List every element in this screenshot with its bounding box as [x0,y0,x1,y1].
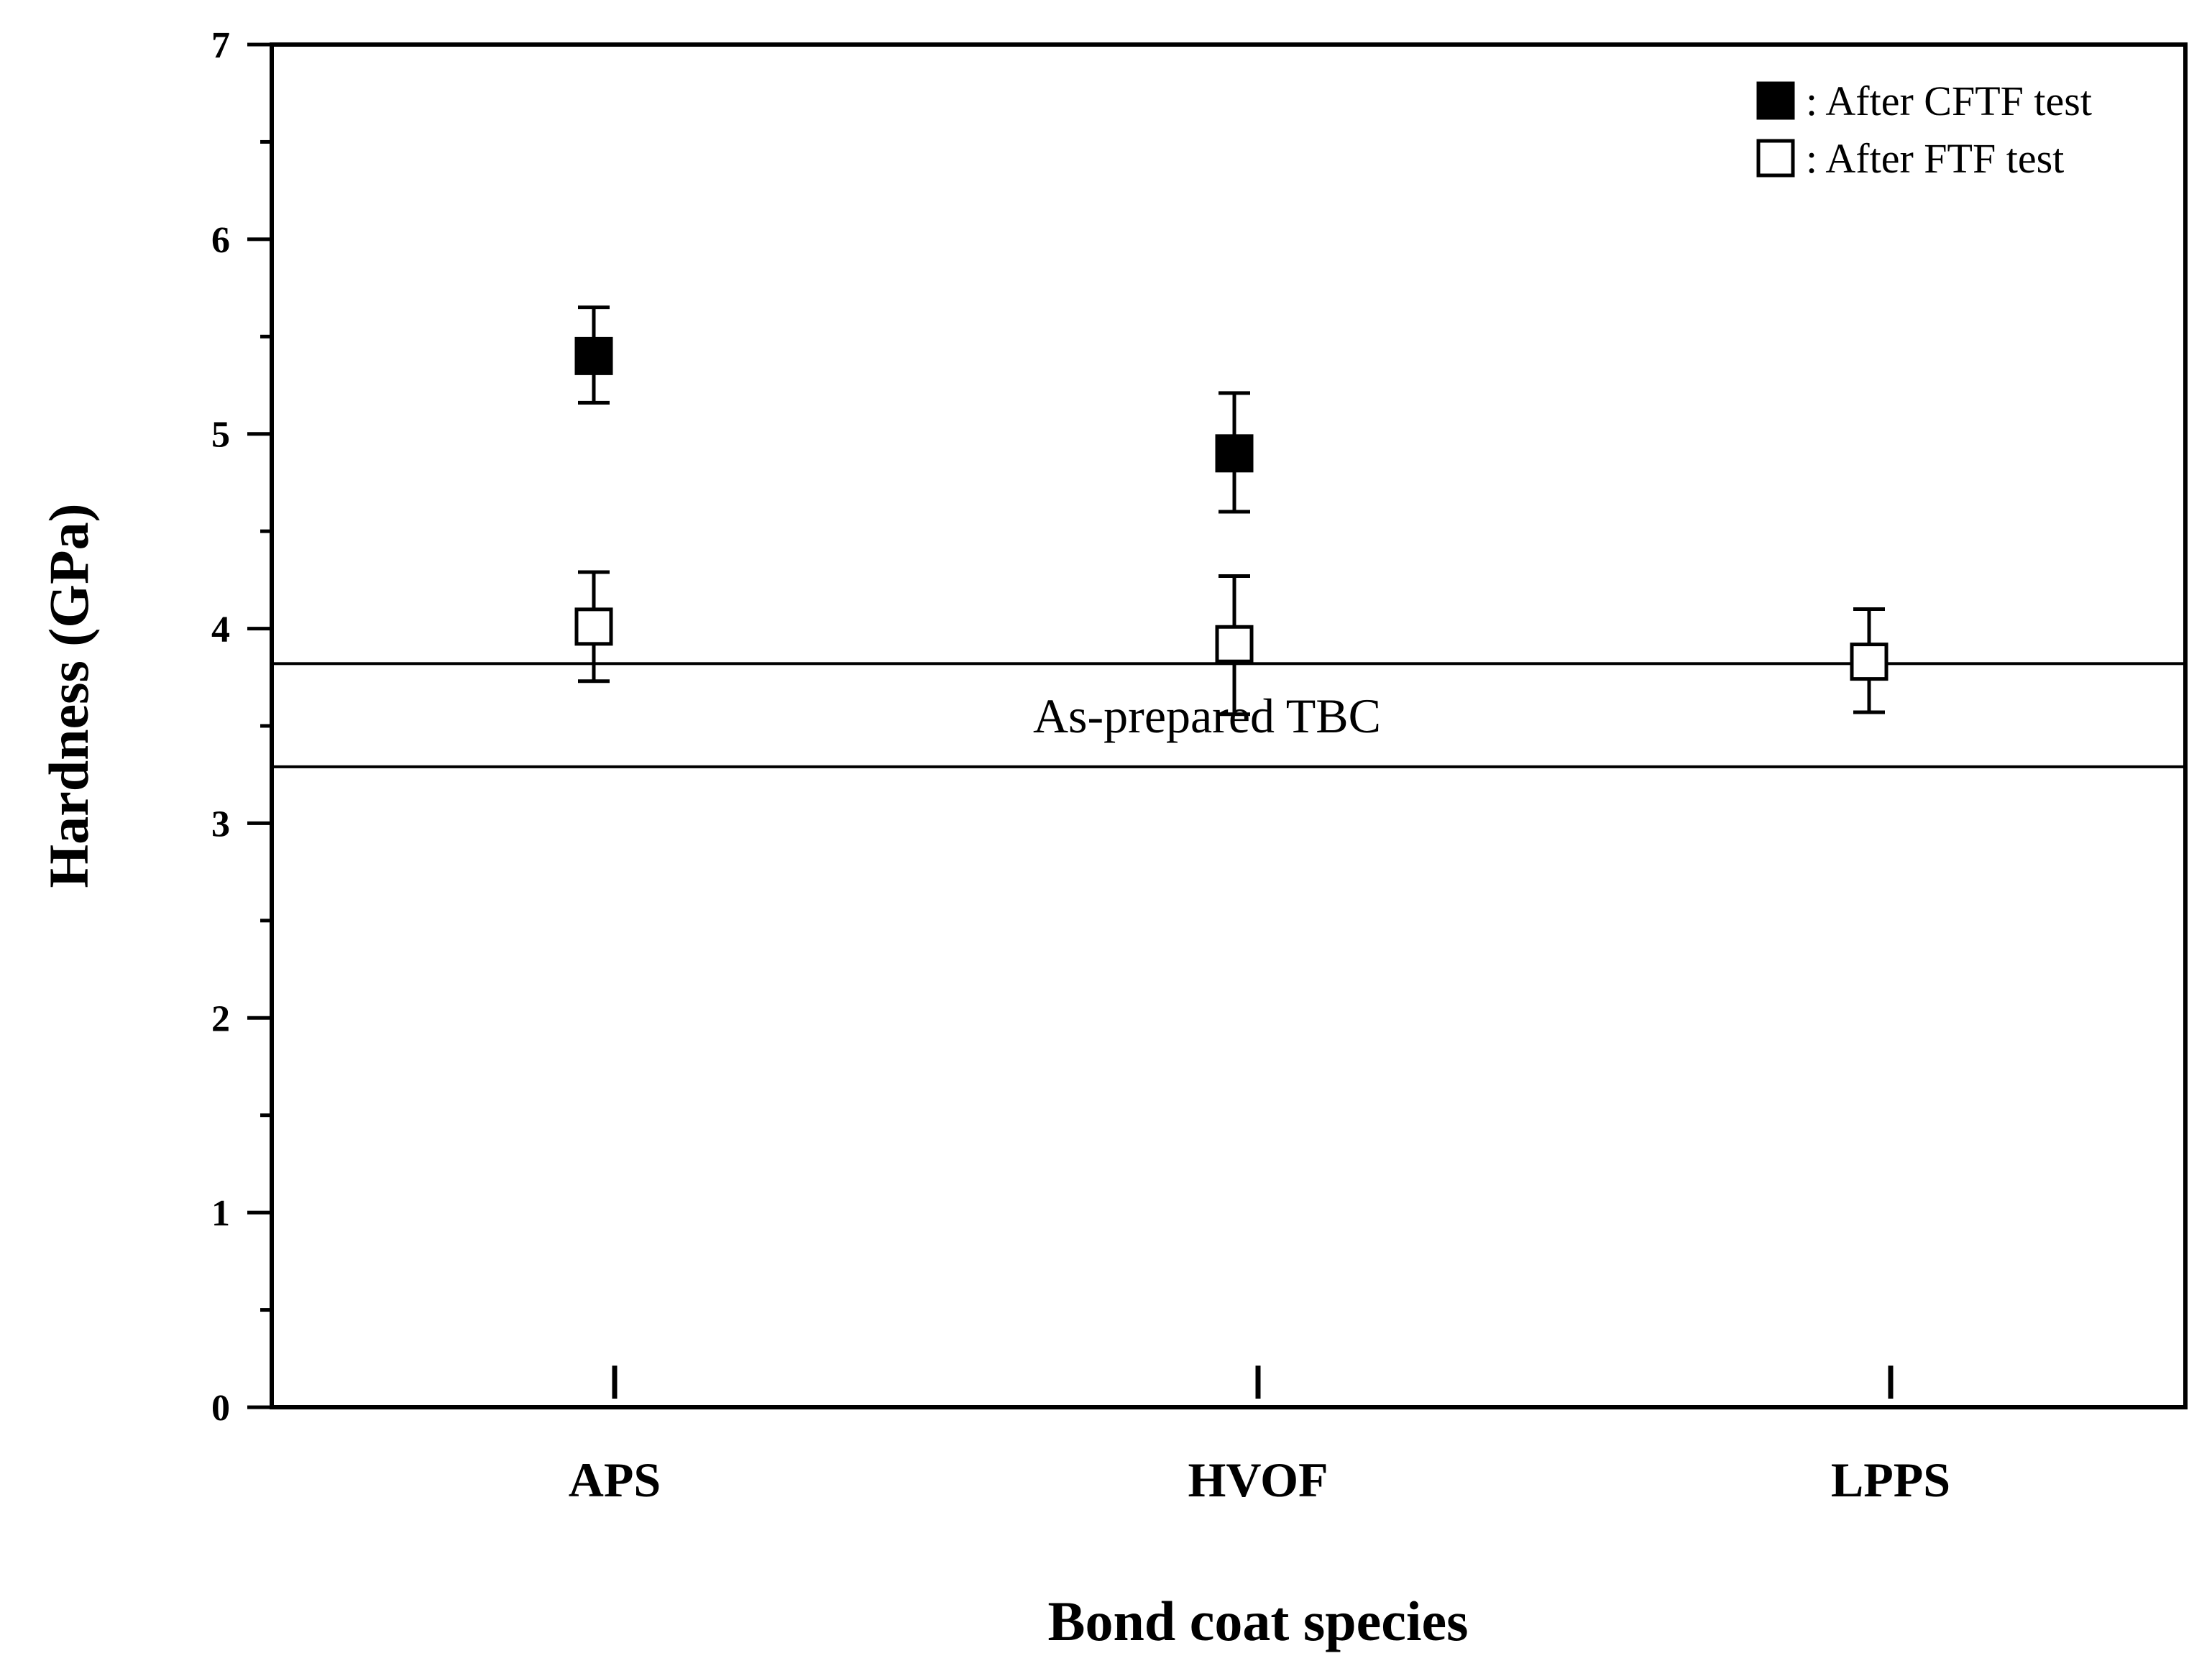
ftf-marker-aps [574,607,613,646]
y-tick-label: 2 [211,998,230,1039]
x-category-label: LPPS [1831,1453,1950,1507]
reference-band-label: As-prepared TBC [1033,689,1381,743]
y-tick-label: 1 [211,1193,230,1234]
cftf-marker-aps [574,336,613,375]
y-tick-label: 5 [211,415,230,456]
x-category-label: APS [569,1453,661,1507]
ftf-marker-hvof [1215,625,1254,663]
y-tick-label: 6 [211,220,230,261]
legend-label: : After FTF test [1806,135,2064,182]
y-tick-label: 7 [211,25,230,66]
ftf-marker-lpps [1850,643,1889,681]
legend-label: : After CFTF test [1806,78,2092,124]
y-tick-label: 4 [211,609,230,650]
x-category-label: HVOF [1188,1453,1328,1507]
legend-marker-open [1756,139,1795,178]
y-axis-title: Hardness (GPa) [37,503,100,888]
y-tick-label: 3 [211,804,230,844]
y-tick-label: 0 [211,1388,230,1429]
x-axis-title: Bond coat species [1048,1590,1469,1652]
legend-marker-filled [1756,81,1795,120]
cftf-marker-hvof [1215,434,1254,473]
